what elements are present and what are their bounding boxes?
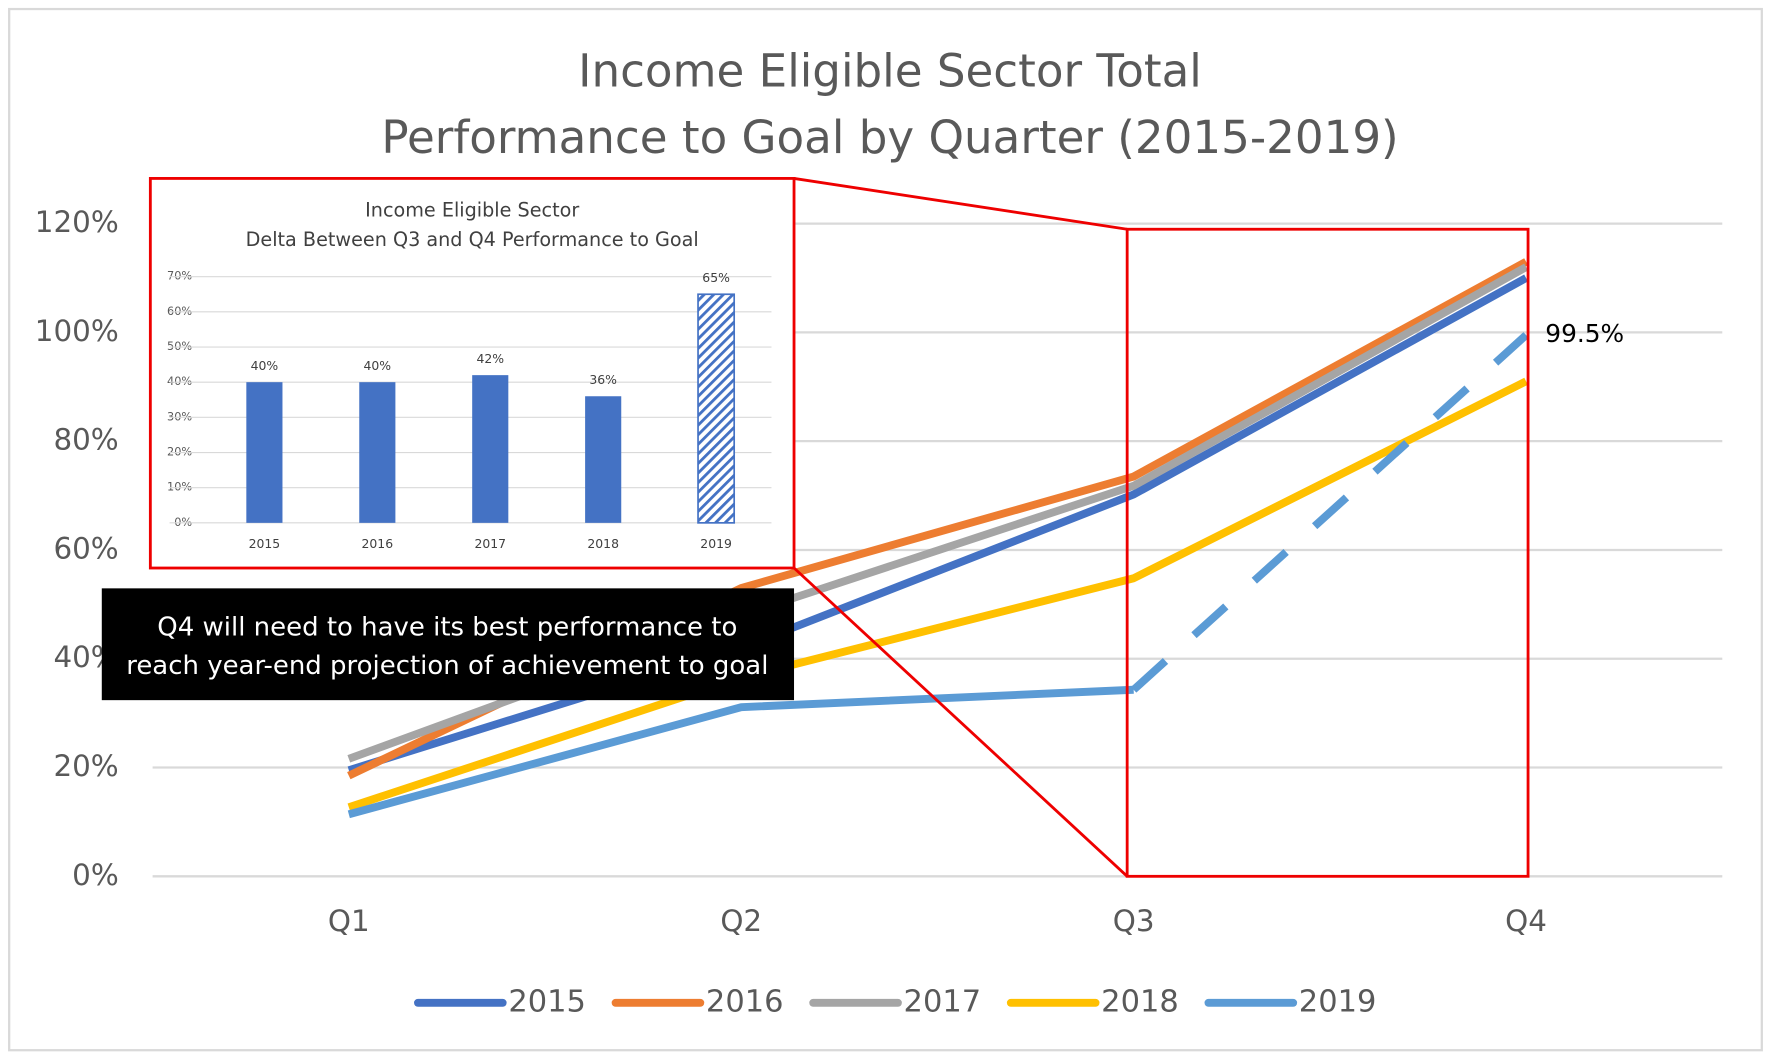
- series-line: [347, 685, 1134, 819]
- zoom-region: [1125, 227, 1530, 878]
- x-tick-label: Q1: [328, 904, 370, 938]
- y-tick-label: 0%: [72, 858, 119, 892]
- zoom-connector: [793, 566, 1129, 878]
- chart-title: Income Eligible Sector Total: [578, 45, 1202, 98]
- inset-title: Delta Between Q3 and Q4 Performance to G…: [246, 228, 699, 251]
- inset-title: Income Eligible Sector: [365, 199, 579, 222]
- data-label: 42%: [476, 351, 504, 366]
- zoom-connector: [793, 177, 1128, 231]
- inset-chart: Income Eligible Sector Delta Between Q3 a…: [167, 199, 772, 551]
- x-tick-label: Q4: [1505, 904, 1547, 938]
- legend-label: 2016: [706, 984, 784, 1019]
- x-tick-label: Q3: [1113, 904, 1155, 938]
- data-label: 40%: [251, 358, 279, 373]
- bar: [246, 382, 283, 523]
- x-tick-label: 2019: [700, 536, 732, 551]
- bar: [697, 293, 736, 524]
- x-tick-label: 2017: [474, 536, 506, 551]
- series-line: [347, 274, 1528, 775]
- data-label: 65%: [702, 270, 730, 285]
- x-tick-label: 2016: [362, 536, 394, 551]
- legend-label: 2019: [1299, 984, 1377, 1019]
- main-chart: Income Eligible Sector Total Performance …: [35, 45, 1723, 1019]
- legend-label: 2017: [904, 984, 982, 1019]
- data-label: 40%: [364, 358, 392, 373]
- x-tick-label: 2015: [249, 536, 281, 551]
- y-tick-label: 60%: [53, 531, 118, 565]
- annotation: reach year-end projection of achievement…: [126, 651, 768, 681]
- x-tick-label: 2018: [587, 536, 619, 551]
- y-tick-label: 80%: [53, 423, 118, 457]
- bar: [359, 382, 396, 523]
- y-tick-label: 120%: [35, 205, 119, 239]
- x-tick-label: Q2: [720, 904, 762, 938]
- annotation: Q4 will need to have its best performanc…: [157, 612, 737, 642]
- data-label: 99.5%: [1545, 319, 1624, 348]
- data-label: 36%: [589, 372, 617, 387]
- bar: [585, 396, 622, 523]
- legend-label: 2018: [1101, 984, 1179, 1019]
- y-tick-label: 100%: [35, 314, 119, 348]
- series-line: [347, 377, 1528, 811]
- legend-label: 2015: [508, 984, 586, 1019]
- y-tick-label: 20%: [53, 749, 118, 783]
- bar: [472, 375, 509, 523]
- annotation-box: [101, 588, 795, 701]
- chart-title: Performance to Goal by Quarter (2015-201…: [381, 111, 1398, 164]
- projection-line: [1131, 332, 1529, 693]
